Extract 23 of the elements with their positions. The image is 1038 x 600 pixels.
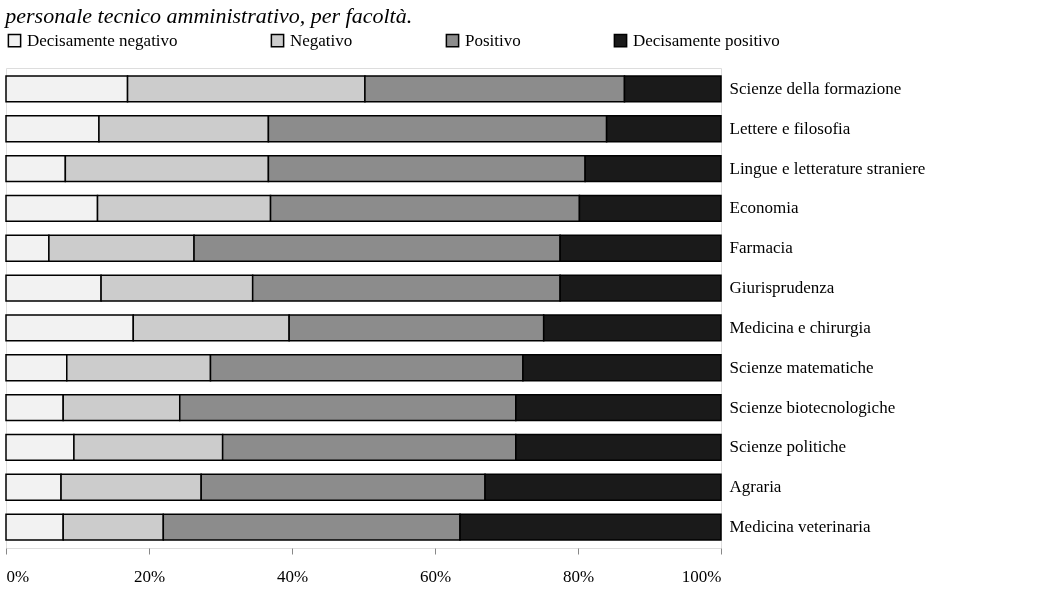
x-tick-label: 20% <box>133 566 166 586</box>
y-tick-label: Scienze della formazione <box>729 78 902 98</box>
y-tick-label: Scienze biotecnologiche <box>729 397 896 417</box>
y-tick-label: Medicina veterinaria <box>729 517 872 537</box>
y-tick-label: Giurisprudenza <box>729 278 835 298</box>
legend-label: Decisamente negativo <box>27 30 178 50</box>
x-tick-label: 80% <box>562 566 595 586</box>
x-tick-label: 100% <box>681 566 722 586</box>
y-tick-label: Economia <box>729 198 799 218</box>
y-tick-label: Lingue e letterature straniere <box>729 158 926 178</box>
y-tick-label: Scienze politiche <box>729 437 847 457</box>
x-tick-label: 0% <box>6 566 30 586</box>
y-tick-label: Medicina e chirurgia <box>729 317 872 337</box>
x-tick-label: 60% <box>419 566 452 586</box>
y-tick-label: Agraria <box>729 477 782 497</box>
chart-title: personale tecnico amministrativo, per facoltà. <box>3 3 413 28</box>
legend-label: Negativo <box>290 30 353 50</box>
legend-label: Positivo <box>465 30 521 50</box>
legend-label: Decisamente positivo <box>633 30 780 50</box>
y-tick-label: Farmacia <box>729 238 794 258</box>
y-tick-label: Lettere e filosofia <box>729 118 851 138</box>
y-tick-label: Scienze matematiche <box>729 357 874 377</box>
x-tick-label: 40% <box>276 566 309 586</box>
